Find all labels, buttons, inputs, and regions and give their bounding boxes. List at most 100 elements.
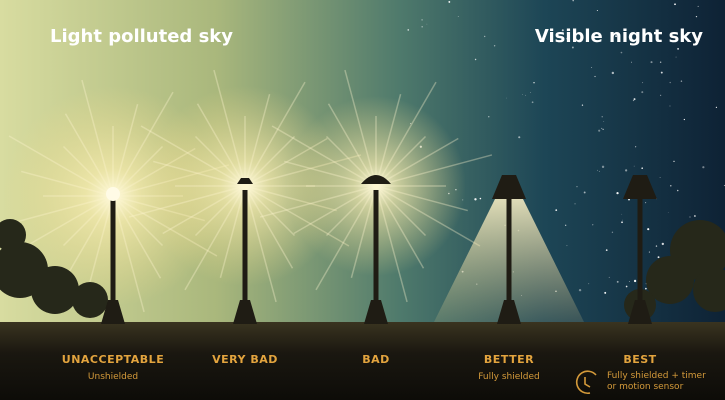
star <box>448 1 450 3</box>
rating: BETTER <box>444 353 574 366</box>
star <box>660 95 661 96</box>
rating: BAD <box>311 353 441 366</box>
star <box>694 215 696 217</box>
note: Fully shielded <box>444 372 574 382</box>
star <box>668 212 669 213</box>
star <box>612 232 613 233</box>
star <box>641 167 643 169</box>
rating: UNACCEPTABLE <box>48 353 178 366</box>
infographic: Light polluted sky Visible night sky UNA… <box>0 0 725 400</box>
star <box>673 161 674 162</box>
star <box>602 116 603 117</box>
star <box>684 119 685 120</box>
bulb <box>106 187 120 201</box>
star <box>645 288 647 290</box>
star <box>621 52 623 54</box>
star <box>518 136 520 138</box>
star <box>598 130 600 132</box>
star <box>603 121 604 122</box>
star <box>662 243 664 245</box>
star <box>604 292 606 294</box>
star <box>677 190 679 192</box>
star <box>674 3 676 5</box>
star <box>634 98 636 100</box>
star <box>566 245 567 246</box>
star <box>716 107 717 108</box>
star <box>634 166 635 167</box>
star <box>484 36 485 37</box>
star <box>555 209 557 211</box>
note: Fully shielded + timer or motion sensor <box>607 371 717 393</box>
star <box>427 24 428 25</box>
star <box>597 170 598 171</box>
star <box>625 169 627 171</box>
star <box>582 105 583 106</box>
star <box>530 92 531 93</box>
star <box>634 280 636 282</box>
star <box>622 220 623 221</box>
star <box>647 228 649 230</box>
star <box>579 289 581 291</box>
star <box>533 82 534 83</box>
star <box>629 281 630 282</box>
star <box>612 72 614 74</box>
star <box>488 116 489 117</box>
rating: VERY BAD <box>180 353 310 366</box>
star <box>525 95 526 96</box>
star <box>689 217 690 218</box>
star <box>597 10 598 11</box>
star <box>601 128 602 129</box>
star <box>522 94 523 95</box>
star <box>616 192 618 194</box>
note: Unshielded <box>48 372 178 382</box>
star <box>591 67 592 68</box>
star <box>661 72 663 74</box>
star <box>421 19 422 20</box>
star <box>621 221 623 223</box>
star <box>670 106 671 107</box>
star <box>606 249 608 251</box>
star <box>494 45 495 46</box>
star <box>635 146 636 147</box>
star <box>532 101 534 103</box>
star <box>407 29 409 31</box>
left-heading: Light polluted sky <box>50 26 233 47</box>
star <box>617 281 619 283</box>
star <box>642 82 643 83</box>
star <box>609 277 610 278</box>
star <box>702 166 704 168</box>
star <box>681 80 682 81</box>
star <box>592 224 593 225</box>
star <box>626 286 628 288</box>
star <box>656 245 657 246</box>
star <box>594 76 595 77</box>
rating: BEST <box>575 353 705 366</box>
star <box>633 100 634 101</box>
star <box>658 256 660 258</box>
star <box>575 203 576 204</box>
star <box>676 57 677 58</box>
star <box>475 59 476 60</box>
star <box>480 198 482 200</box>
star <box>602 166 604 168</box>
star <box>660 177 661 178</box>
right-heading: Visible night sky <box>535 26 703 47</box>
star <box>670 185 672 187</box>
star <box>506 98 507 99</box>
star <box>696 16 697 17</box>
star <box>650 61 652 63</box>
star <box>660 62 661 63</box>
star <box>565 225 566 226</box>
star <box>599 171 600 172</box>
star <box>641 91 643 93</box>
star <box>584 192 586 194</box>
star <box>677 48 679 50</box>
star <box>474 198 476 200</box>
star <box>421 26 423 28</box>
star <box>698 6 699 7</box>
star <box>649 252 650 253</box>
illustration <box>0 0 725 400</box>
star <box>621 214 622 215</box>
star <box>645 202 646 203</box>
star <box>576 186 577 187</box>
